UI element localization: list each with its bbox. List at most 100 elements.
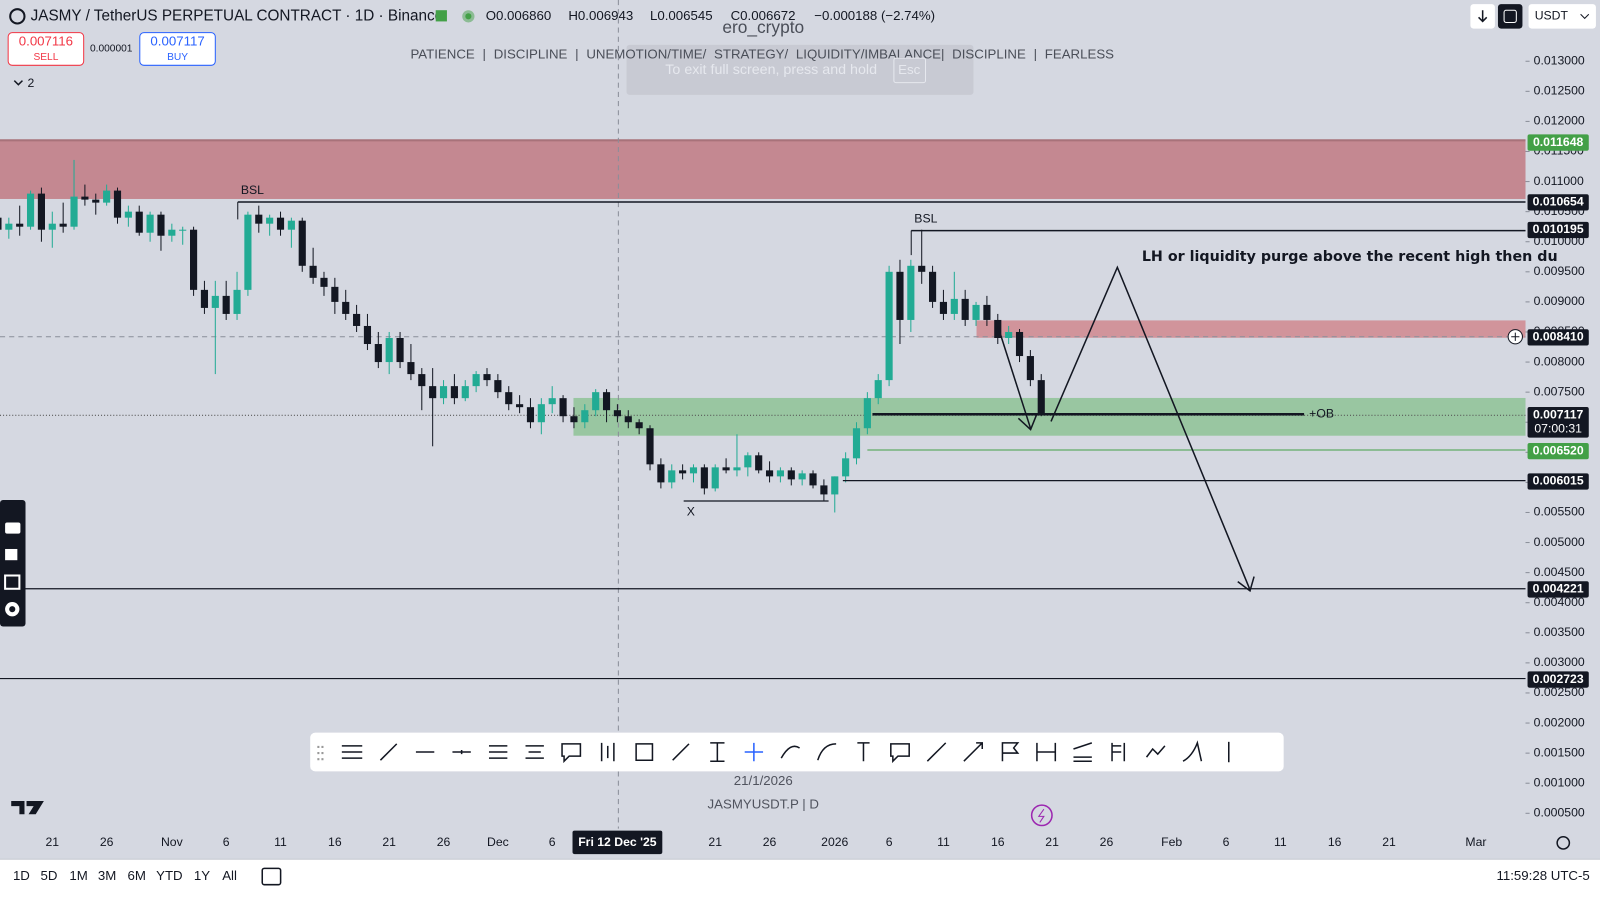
buy-button[interactable]: [139, 32, 216, 66]
fullscreen-icon: [1503, 9, 1517, 23]
drawing-tool[interactable]: [710, 742, 725, 762]
collapse-icon[interactable]: [13, 80, 23, 86]
candle-body: [852, 428, 861, 459]
drawing-tool[interactable]: [744, 742, 764, 762]
candle-body: [168, 229, 176, 236]
candle-body: [342, 301, 350, 314]
candle-body: [363, 325, 372, 345]
candle-body: [896, 271, 904, 320]
drawing-tool[interactable]: [890, 743, 910, 764]
candle-body: [613, 410, 621, 417]
camera-icon[interactable]: [5, 522, 21, 534]
x-tick-label: Feb: [1161, 835, 1182, 849]
candle-body: [16, 223, 24, 227]
candle-body: [385, 337, 393, 363]
drawing-tool[interactable]: [780, 745, 801, 759]
drawing-tool[interactable]: [817, 743, 837, 761]
candle-body: [287, 220, 295, 230]
timeframe-button[interactable]: 1D: [13, 868, 30, 883]
y-tick-label: 0.002500: [1534, 685, 1585, 699]
sell-button[interactable]: [7, 32, 85, 66]
candle-body: [494, 380, 502, 393]
candle-body: [842, 458, 850, 477]
candle-body: [1037, 380, 1045, 416]
date-range-button[interactable]: [261, 867, 282, 886]
x-tick-label: 11: [937, 835, 950, 849]
timeframe-button[interactable]: 3M: [98, 868, 116, 883]
watermark-date: 21/1/2026: [734, 773, 793, 788]
drawing-tool[interactable]: [963, 742, 984, 762]
window-icon[interactable]: [4, 574, 21, 590]
buy-price: 0.007117: [150, 33, 204, 48]
drawing-tool[interactable]: [926, 742, 947, 762]
x-tick-label: 16: [328, 835, 342, 849]
currency-select[interactable]: [1528, 4, 1596, 29]
candle-body: [765, 470, 774, 477]
candle-body: [92, 199, 100, 203]
candle-body: [374, 344, 382, 363]
price-tag-label: 0.006015: [1533, 474, 1584, 488]
drawing-tool[interactable]: [635, 743, 654, 761]
drawing-tool[interactable]: [561, 743, 582, 764]
drawing-tool[interactable]: [1036, 742, 1057, 762]
drawing-tool[interactable]: [452, 750, 471, 755]
drawing-tool[interactable]: [379, 743, 398, 761]
drawing-tool[interactable]: [488, 745, 508, 759]
drawing-tool[interactable]: [1145, 745, 1166, 758]
timeframe-button[interactable]: 1Y: [194, 868, 210, 883]
left-toolbar-icons: [4, 522, 21, 617]
candle-body: [820, 485, 828, 495]
drawing-tool[interactable]: [672, 743, 690, 761]
timeframe-button[interactable]: YTD: [156, 868, 183, 883]
drawing-tool[interactable]: [857, 742, 870, 762]
candle-body: [276, 217, 285, 230]
watermark-motto: PATIENCE | DISCIPLINE | UNEMOTION/TIME/ …: [410, 47, 1114, 62]
price-tag-label: 0.007117: [1533, 407, 1584, 421]
candle-body: [439, 386, 448, 399]
drawing-tool[interactable]: [525, 745, 544, 759]
candle-body: [679, 470, 687, 474]
indicator-count: 2: [28, 76, 35, 90]
supply-zone: [0, 139, 1526, 199]
candle-body: [461, 386, 469, 399]
y-tick-label: 0.001000: [1534, 775, 1585, 789]
spread: 0.000001: [90, 44, 133, 55]
x-tick-label: 26: [437, 835, 451, 849]
candle-body: [48, 223, 56, 230]
drawing-tools: [317, 740, 1230, 764]
video-icon[interactable]: [5, 548, 18, 561]
projection-arrow: [1050, 265, 1251, 591]
y-tick-label: 0.000500: [1534, 806, 1585, 820]
y-tick-label: 0.011000: [1534, 174, 1584, 188]
drawing-tool[interactable]: [1111, 742, 1126, 762]
axis-settings[interactable]: [1556, 835, 1571, 850]
timeframe-button[interactable]: 6M: [128, 868, 146, 883]
candle-body: [1026, 356, 1034, 381]
candle-body: [668, 470, 676, 483]
candle-body: [798, 473, 806, 480]
candle-body: [450, 386, 458, 399]
y-tick-label: 0.007500: [1534, 384, 1585, 398]
timeframe-button[interactable]: 1M: [69, 868, 87, 883]
drawing-tool[interactable]: [341, 745, 363, 759]
candle-body: [733, 467, 741, 471]
timeframe-button[interactable]: 5D: [41, 868, 58, 883]
drawing-tool[interactable]: [600, 742, 615, 762]
candle-body: [929, 271, 937, 302]
candle-body: [885, 271, 893, 381]
timeframe-button[interactable]: All: [222, 868, 237, 883]
flash-button[interactable]: [1030, 804, 1053, 827]
price-tag: [1527, 329, 1589, 346]
drawing-tool[interactable]: [1182, 740, 1203, 762]
drawing-tool[interactable]: [1073, 742, 1093, 762]
drawing-tool[interactable]: [1001, 742, 1020, 762]
x-tick-label: 16: [991, 835, 1005, 849]
candle-body: [994, 319, 1002, 338]
price-tag-label: 0.011648: [1533, 135, 1584, 149]
candles: [0, 159, 1045, 513]
x-tick-label: Nov: [161, 835, 184, 849]
fullscreen-button[interactable]: [1497, 4, 1523, 29]
candle-body: [407, 362, 415, 375]
candle-body: [809, 473, 817, 486]
x-tick-label: 6: [549, 835, 556, 849]
